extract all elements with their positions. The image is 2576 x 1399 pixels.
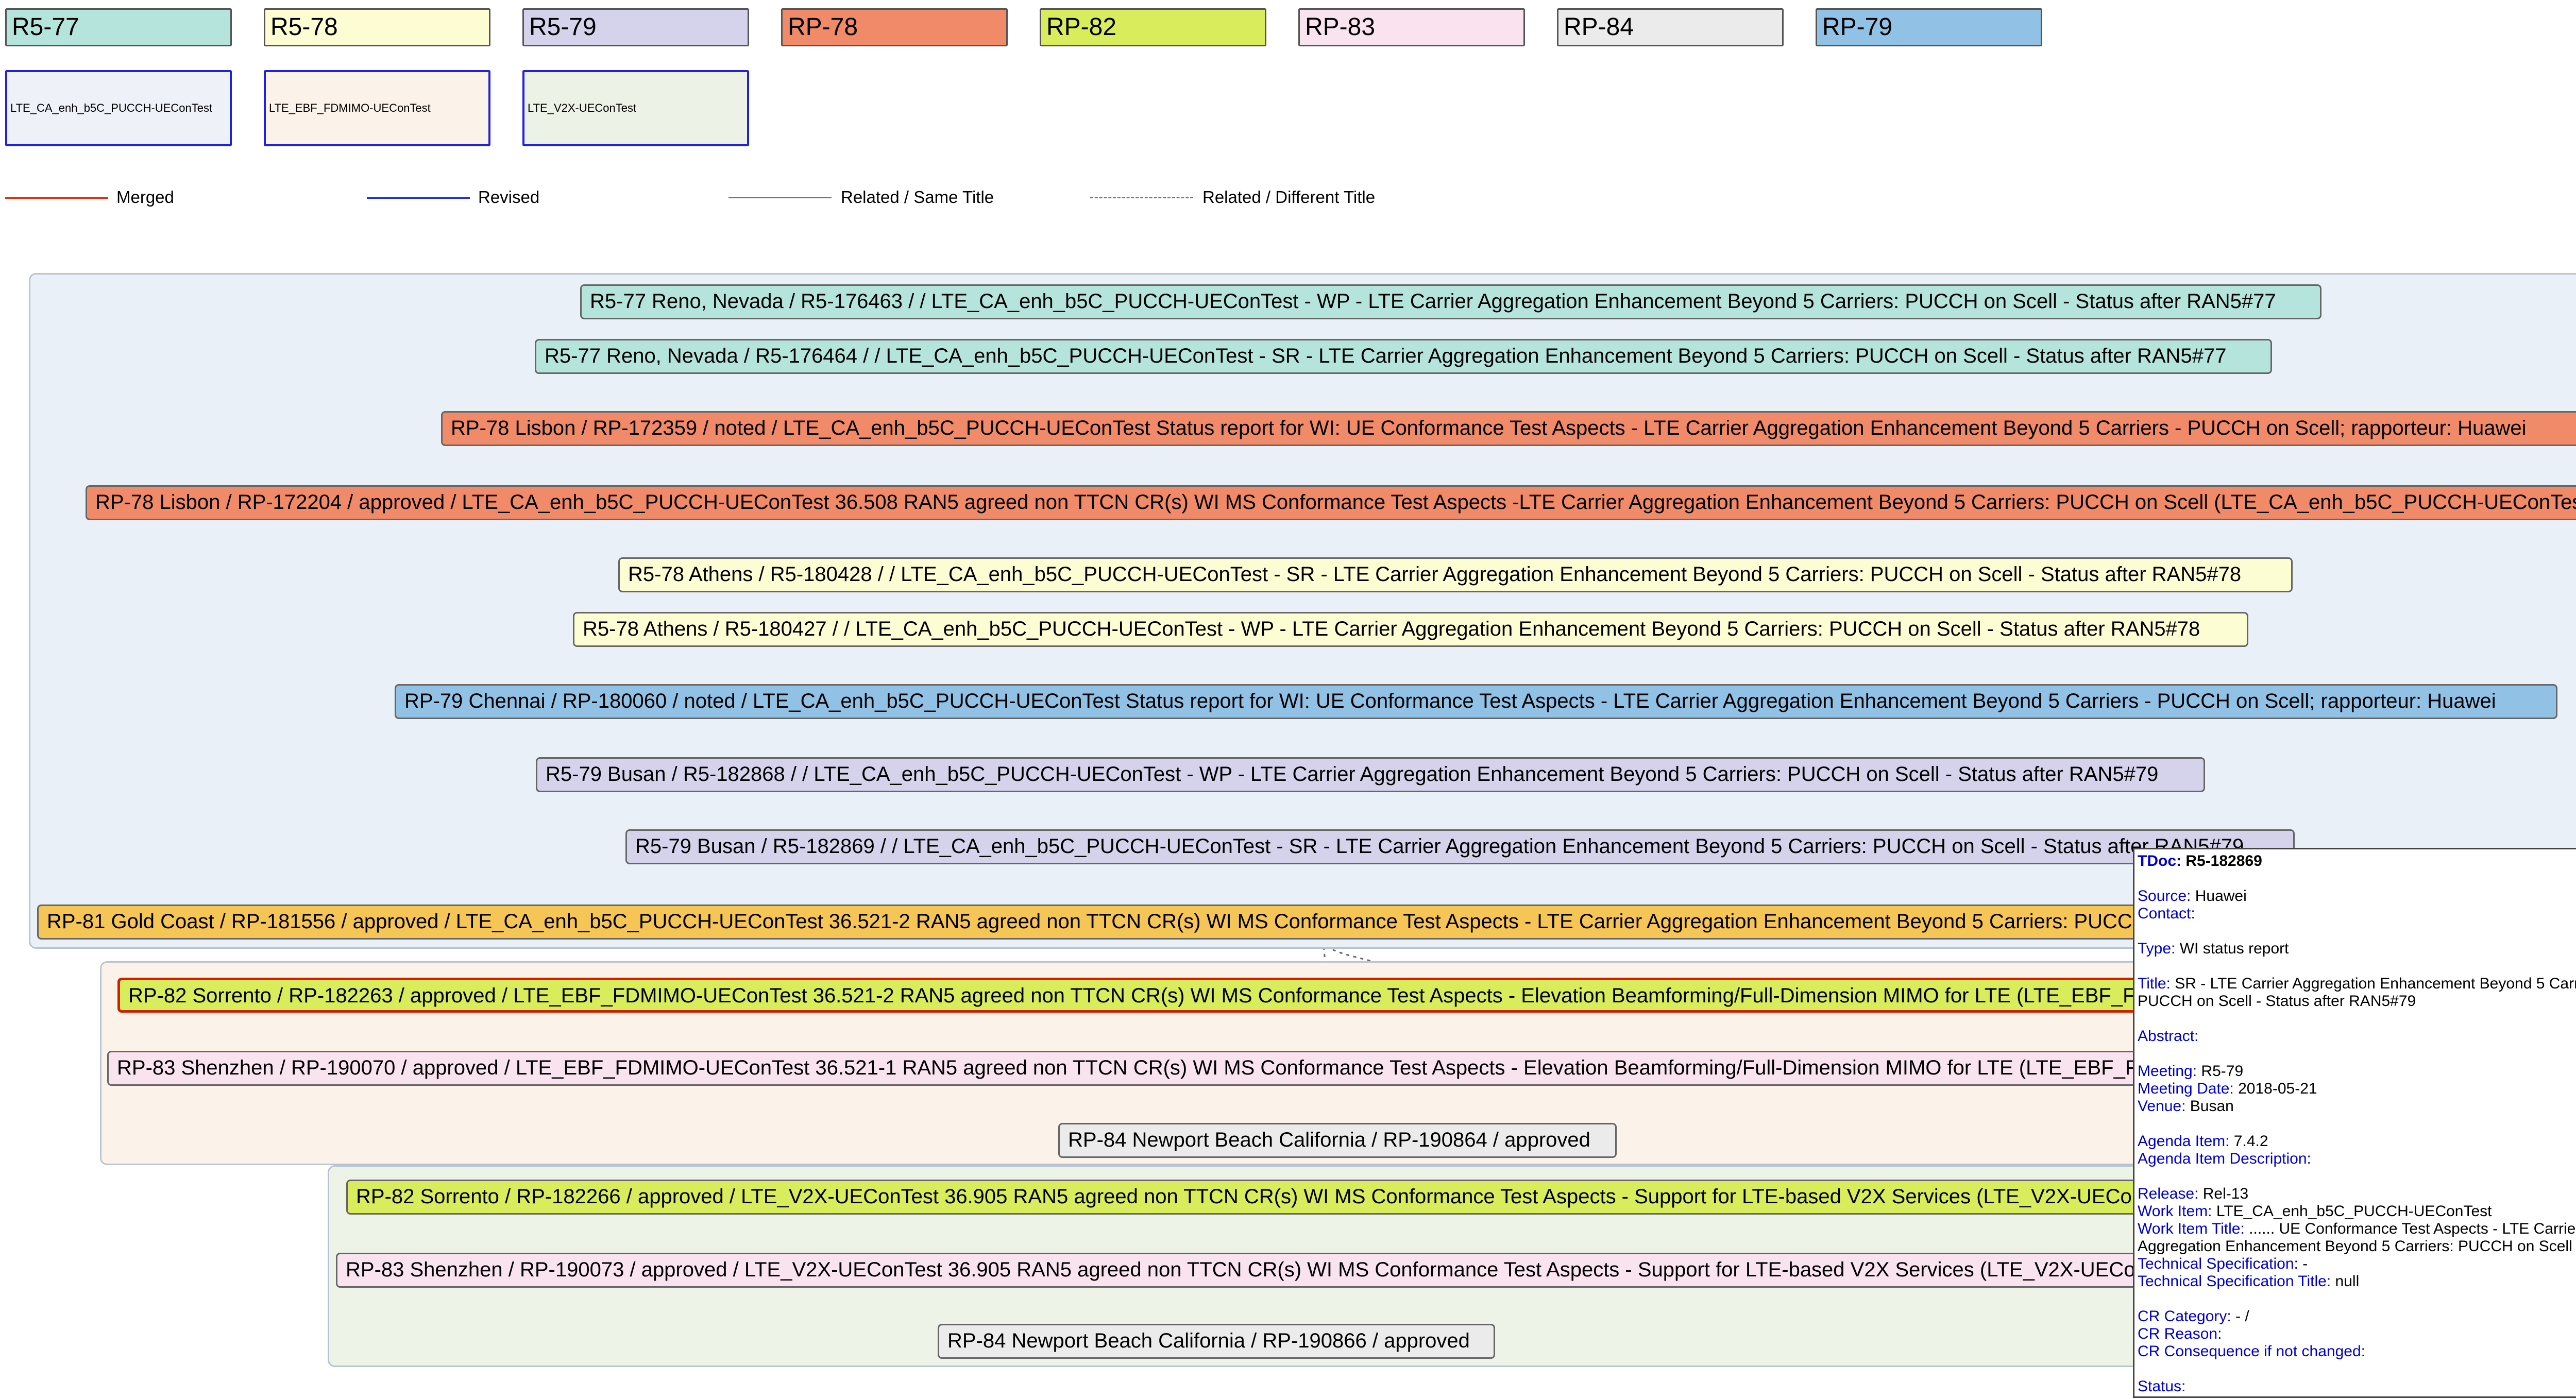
tooltip-abstract-label: Abstract: — [2138, 1028, 2199, 1045]
legend-merged-label: Merged — [116, 187, 174, 207]
legend-work-item-ca-enh: LTE_CA_enh_b5C_PUCCH-UEConTest — [5, 70, 232, 146]
tooltip-status-label: Status: — [2138, 1378, 2186, 1395]
tdoc-node-rp-180060[interactable]: RP-79 Chennai / RP-180060 / noted / LTE_… — [395, 684, 2557, 719]
tooltip-tech-spec-title-value: null — [2335, 1273, 2360, 1290]
tdoc-node-rp-172359[interactable]: RP-78 Lisbon / RP-172359 / noted / LTE_C… — [441, 411, 2576, 446]
tdoc-node-rp-190866[interactable]: RP-84 Newport Beach California / RP-1908… — [938, 1324, 1495, 1359]
tooltip-source-value: Huawei — [2195, 888, 2247, 905]
tdoc-node-r5-182869[interactable]: R5-79 Busan / R5-182869 / / LTE_CA_enh_b… — [625, 829, 2295, 864]
tooltip-work-item-label: Work Item: — [2138, 1203, 2212, 1220]
tdoc-node-r5-176463[interactable]: R5-77 Reno, Nevada / R5-176463 / / LTE_C… — [580, 284, 2321, 319]
tooltip-title-value: SR - LTE Carrier Aggregation Enhancement… — [2138, 975, 2576, 1010]
tooltip-cr-reason-label: CR Reason: — [2138, 1325, 2222, 1342]
tdoc-node-r5-180428[interactable]: R5-78 Athens / R5-180428 / / LTE_CA_enh_… — [618, 557, 2293, 592]
legend-related-same-title-label: Related / Same Title — [841, 187, 994, 207]
legend-meeting-rp-84: RP-84 — [1557, 8, 1784, 46]
legend-meeting-rp-79: RP-79 — [1816, 8, 2042, 46]
tdoc-node-r5-176464[interactable]: R5-77 Reno, Nevada / R5-176464 / / LTE_C… — [535, 339, 2272, 374]
tooltip-release-value: Rel-13 — [2202, 1185, 2249, 1202]
legend-related-different-title-line — [1090, 197, 1193, 198]
tooltip-agenda-item-label: Agenda Item: — [2138, 1133, 2230, 1150]
tooltip-agenda-item-value: 7.4.2 — [2233, 1133, 2268, 1150]
tooltip-tech-spec-value: - — [2302, 1255, 2308, 1272]
tooltip-meeting-date-label: Meeting Date: — [2138, 1080, 2234, 1097]
tooltip-agenda-desc-label: Agenda Item Description: — [2138, 1150, 2311, 1167]
tooltip-venue-label: Venue: — [2138, 1098, 2186, 1115]
tooltip-meeting-label: Meeting: — [2138, 1063, 2197, 1080]
legend-meeting-rp-78: RP-78 — [781, 8, 1008, 46]
tooltip-tdoc-value: R5-182869 — [2185, 852, 2262, 869]
tooltip-tdoc-label: TDoc: — [2138, 852, 2181, 869]
tooltip-title-label: Title: — [2138, 975, 2171, 992]
legend-revised-label: Revised — [478, 187, 540, 207]
tooltip-work-item-value: LTE_CA_enh_b5C_PUCCH-UEConTest — [2216, 1203, 2492, 1220]
tooltip-release-label: Release: — [2138, 1185, 2199, 1202]
tooltip-meeting-date-value: 2018-05-21 — [2238, 1080, 2317, 1097]
legend-related-same-title-line — [728, 197, 832, 198]
tooltip-contact-label: Contact: — [2138, 905, 2195, 922]
legend-revised-line — [367, 197, 470, 199]
legend-meeting-r5-77: R5-77 — [5, 8, 232, 46]
tooltip-tdoc-row: TDoc: R5-182869 — [2138, 852, 2576, 870]
tdoc-details-tooltip: TDoc: R5-182869 Source: Huawei Contact: … — [2133, 848, 2576, 1398]
legend-work-item-v2x: LTE_V2X-UEConTest — [522, 70, 749, 146]
tooltip-cr-consequence-label: CR Consequence if not changed: — [2138, 1343, 2365, 1360]
tdoc-node-rp-190864[interactable]: RP-84 Newport Beach California / RP-1908… — [1058, 1123, 1617, 1158]
tooltip-work-item-title-label: Work Item Title: — [2138, 1220, 2245, 1237]
tooltip-meeting-value: R5-79 — [2201, 1063, 2244, 1080]
legend-meeting-r5-78: R5-78 — [264, 8, 490, 46]
tooltip-work-item-title-value: ...... UE Conformance Test Aspects - LTE… — [2138, 1220, 2576, 1255]
legend-related-different-title-label: Related / Different Title — [1202, 187, 1376, 207]
tooltip-cr-category-value: - / — [2235, 1308, 2249, 1325]
legend-work-item-ebf-fdmimo: LTE_EBF_FDMIMO-UEConTest — [264, 70, 490, 146]
legend-meeting-rp-83: RP-83 — [1298, 8, 1525, 46]
legend-merged-line — [5, 197, 108, 199]
tooltip-tech-spec-label: Technical Specification: — [2138, 1255, 2298, 1272]
tooltip-type-label: Type: — [2138, 940, 2176, 957]
tooltip-type-value: WI status report — [2179, 940, 2289, 957]
legend-meeting-r5-79: R5-79 — [522, 8, 749, 46]
tooltip-source-label: Source: — [2138, 888, 2191, 905]
tdoc-node-rp-172204[interactable]: RP-78 Lisbon / RP-172204 / approved / LT… — [86, 485, 2576, 520]
tdoc-node-r5-182868[interactable]: R5-79 Busan / R5-182868 / / LTE_CA_enh_b… — [536, 757, 2205, 792]
legend-meeting-rp-82: RP-82 — [1040, 8, 1266, 46]
tooltip-venue-value: Busan — [2190, 1098, 2234, 1115]
tooltip-tech-spec-title-label: Technical Specification Title: — [2138, 1273, 2331, 1290]
tooltip-cr-category-label: CR Category: — [2138, 1308, 2231, 1325]
tdoc-node-r5-180427[interactable]: R5-78 Athens / R5-180427 / / LTE_CA_enh_… — [573, 612, 2248, 647]
